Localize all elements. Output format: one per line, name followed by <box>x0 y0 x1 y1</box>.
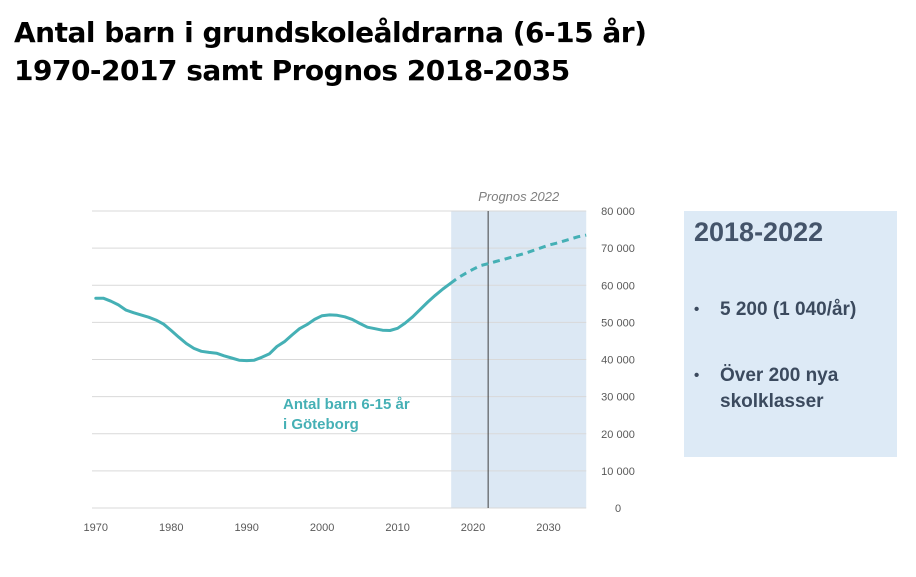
x-tick-label: 2020 <box>461 522 485 534</box>
series-label: Antal barn 6-15 år i Göteborg <box>283 396 410 433</box>
forecast-label: Prognos 2022 <box>478 189 560 204</box>
series-label-line: i Göteborg <box>283 416 359 433</box>
info-item-new-classes: Över 200 nya skolklasser <box>694 363 894 415</box>
y-tick-label: 60 000 <box>601 280 635 292</box>
y-tick-label: 40 000 <box>601 355 635 367</box>
y-tick-label: 10 000 <box>601 466 635 478</box>
x-tick-label: 2010 <box>385 522 409 534</box>
y-tick-label: 30 000 <box>601 392 635 404</box>
x-tick-label: 1990 <box>234 522 258 534</box>
x-tick-label: 2000 <box>310 522 334 534</box>
page-title: Antal barn i grundskoleåldrarna (6-15 år… <box>14 14 647 90</box>
x-tick-label: 2030 <box>536 522 560 534</box>
y-tick-label: 20 000 <box>601 429 635 441</box>
info-box-list: 5 200 (1 040/år) Över 200 nya skolklasse… <box>694 297 894 455</box>
info-box-heading: 2018-2022 <box>694 217 824 247</box>
y-tick-label: 70 000 <box>601 243 635 255</box>
series-line-historical <box>94 281 452 363</box>
info-box: 2018-2022 5 200 (1 040/år) Över 200 nya … <box>684 211 897 457</box>
x-tick-label: 1980 <box>159 522 183 534</box>
series-label-line: Antal barn 6-15 år <box>283 396 410 413</box>
x-tick-label: 1970 <box>84 522 108 534</box>
info-item-classrooms-rate: 5 200 (1 040/år) <box>694 297 894 323</box>
series-line-forecast <box>449 233 587 285</box>
y-tick-label: 50 000 <box>601 317 635 329</box>
title-line-2: 1970-2017 samt Prognos 2018-2035 <box>14 54 570 87</box>
y-tick-label: 80 000 <box>601 206 635 218</box>
title-line-1: Antal barn i grundskoleåldrarna (6-15 år… <box>14 16 647 49</box>
y-tick-label: 0 <box>615 503 621 515</box>
